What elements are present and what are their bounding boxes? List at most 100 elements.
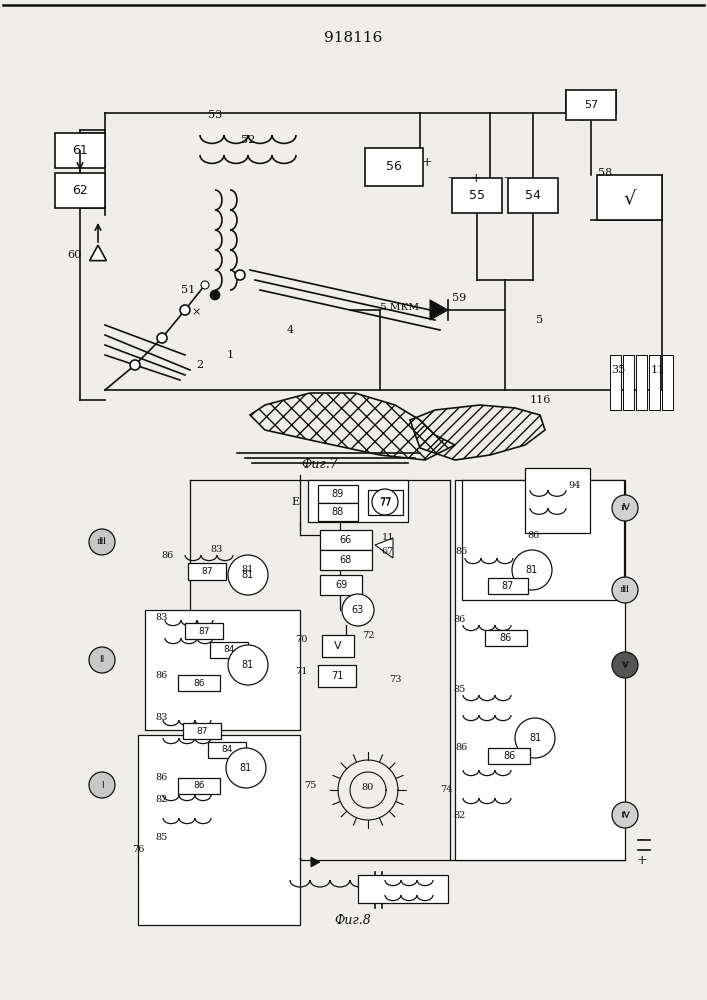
Text: 56: 56 <box>386 160 402 174</box>
Circle shape <box>515 718 555 758</box>
Text: 88: 88 <box>332 507 344 517</box>
Text: E: E <box>291 497 299 507</box>
Circle shape <box>612 495 638 521</box>
Bar <box>662 355 673 410</box>
Text: 83: 83 <box>210 546 223 554</box>
Text: 4: 4 <box>286 325 293 335</box>
Text: 70: 70 <box>296 636 308 645</box>
Circle shape <box>89 772 115 798</box>
Text: 86: 86 <box>456 744 468 752</box>
Text: 86: 86 <box>193 678 205 688</box>
Text: 53: 53 <box>208 110 222 120</box>
Text: 11: 11 <box>382 532 395 542</box>
Bar <box>138 735 300 925</box>
Text: 86: 86 <box>503 751 515 761</box>
Circle shape <box>372 489 398 515</box>
Text: 69: 69 <box>335 580 347 590</box>
Circle shape <box>228 645 268 685</box>
Text: 85: 85 <box>156 834 168 842</box>
Text: IV: IV <box>620 504 630 512</box>
Text: I: I <box>100 780 103 790</box>
Text: V: V <box>622 661 628 669</box>
Text: III: III <box>621 585 629 594</box>
Text: III: III <box>620 586 630 594</box>
Bar <box>649 355 660 410</box>
Bar <box>320 575 362 595</box>
Text: 81: 81 <box>526 565 538 575</box>
Text: 1: 1 <box>226 350 233 360</box>
Bar <box>636 355 647 410</box>
Text: 57: 57 <box>584 100 598 110</box>
Text: 55: 55 <box>469 189 485 202</box>
Text: 86: 86 <box>156 670 168 680</box>
Bar <box>320 550 372 570</box>
Text: 71: 71 <box>296 668 308 676</box>
Text: -: - <box>504 172 508 184</box>
Text: 35: 35 <box>611 365 625 375</box>
Text: 89: 89 <box>332 489 344 499</box>
Polygon shape <box>90 245 106 261</box>
Text: 84: 84 <box>223 646 235 654</box>
Circle shape <box>210 290 220 300</box>
Text: 86: 86 <box>527 530 540 540</box>
Bar <box>183 723 221 739</box>
Text: Фиг.7: Фиг.7 <box>302 458 339 472</box>
Bar <box>610 355 621 410</box>
Text: 77: 77 <box>379 497 391 507</box>
Text: 66: 66 <box>340 535 352 545</box>
Text: -: - <box>640 834 644 846</box>
Bar <box>662 355 673 410</box>
Bar <box>210 642 248 658</box>
Text: 86: 86 <box>500 633 512 643</box>
Circle shape <box>89 529 115 555</box>
Text: ·: · <box>298 852 303 868</box>
Circle shape <box>228 555 268 595</box>
Circle shape <box>226 748 266 788</box>
Circle shape <box>612 577 638 603</box>
Bar <box>462 480 624 600</box>
Bar <box>318 665 356 687</box>
Polygon shape <box>375 538 393 558</box>
Text: 81: 81 <box>242 660 254 670</box>
Text: 87: 87 <box>201 567 213 576</box>
Text: IV: IV <box>620 811 630 819</box>
Text: +: + <box>637 854 648 866</box>
Bar <box>610 355 621 410</box>
Bar <box>178 675 220 691</box>
Bar <box>488 748 530 764</box>
Text: Фиг.8: Фиг.8 <box>334 914 371 926</box>
Bar <box>452 178 502 213</box>
Circle shape <box>342 594 374 626</box>
Bar <box>597 175 662 220</box>
Text: II: II <box>100 656 105 664</box>
Bar <box>566 90 616 120</box>
Circle shape <box>130 360 140 370</box>
Text: 72: 72 <box>362 631 375 640</box>
Bar <box>55 173 105 208</box>
Circle shape <box>157 333 167 343</box>
Text: ×: × <box>192 307 201 317</box>
Text: III: III <box>98 538 106 546</box>
Circle shape <box>235 270 245 280</box>
Text: 81: 81 <box>240 763 252 773</box>
Bar <box>623 355 634 410</box>
Bar <box>623 355 634 410</box>
Text: 86: 86 <box>454 615 466 624</box>
Bar <box>178 778 220 794</box>
Bar <box>649 355 660 410</box>
Text: 81: 81 <box>242 566 255 574</box>
Circle shape <box>612 802 638 828</box>
Bar <box>308 480 408 522</box>
Bar <box>208 742 246 758</box>
Circle shape <box>201 281 209 289</box>
Bar <box>525 468 590 533</box>
Bar <box>318 485 358 503</box>
Bar <box>488 578 528 594</box>
Circle shape <box>89 647 115 673</box>
Text: 82: 82 <box>454 810 466 820</box>
Bar <box>55 133 105 168</box>
Polygon shape <box>430 300 448 320</box>
Text: 62: 62 <box>72 184 88 197</box>
Text: 5: 5 <box>537 315 544 325</box>
Text: 71: 71 <box>331 671 343 681</box>
